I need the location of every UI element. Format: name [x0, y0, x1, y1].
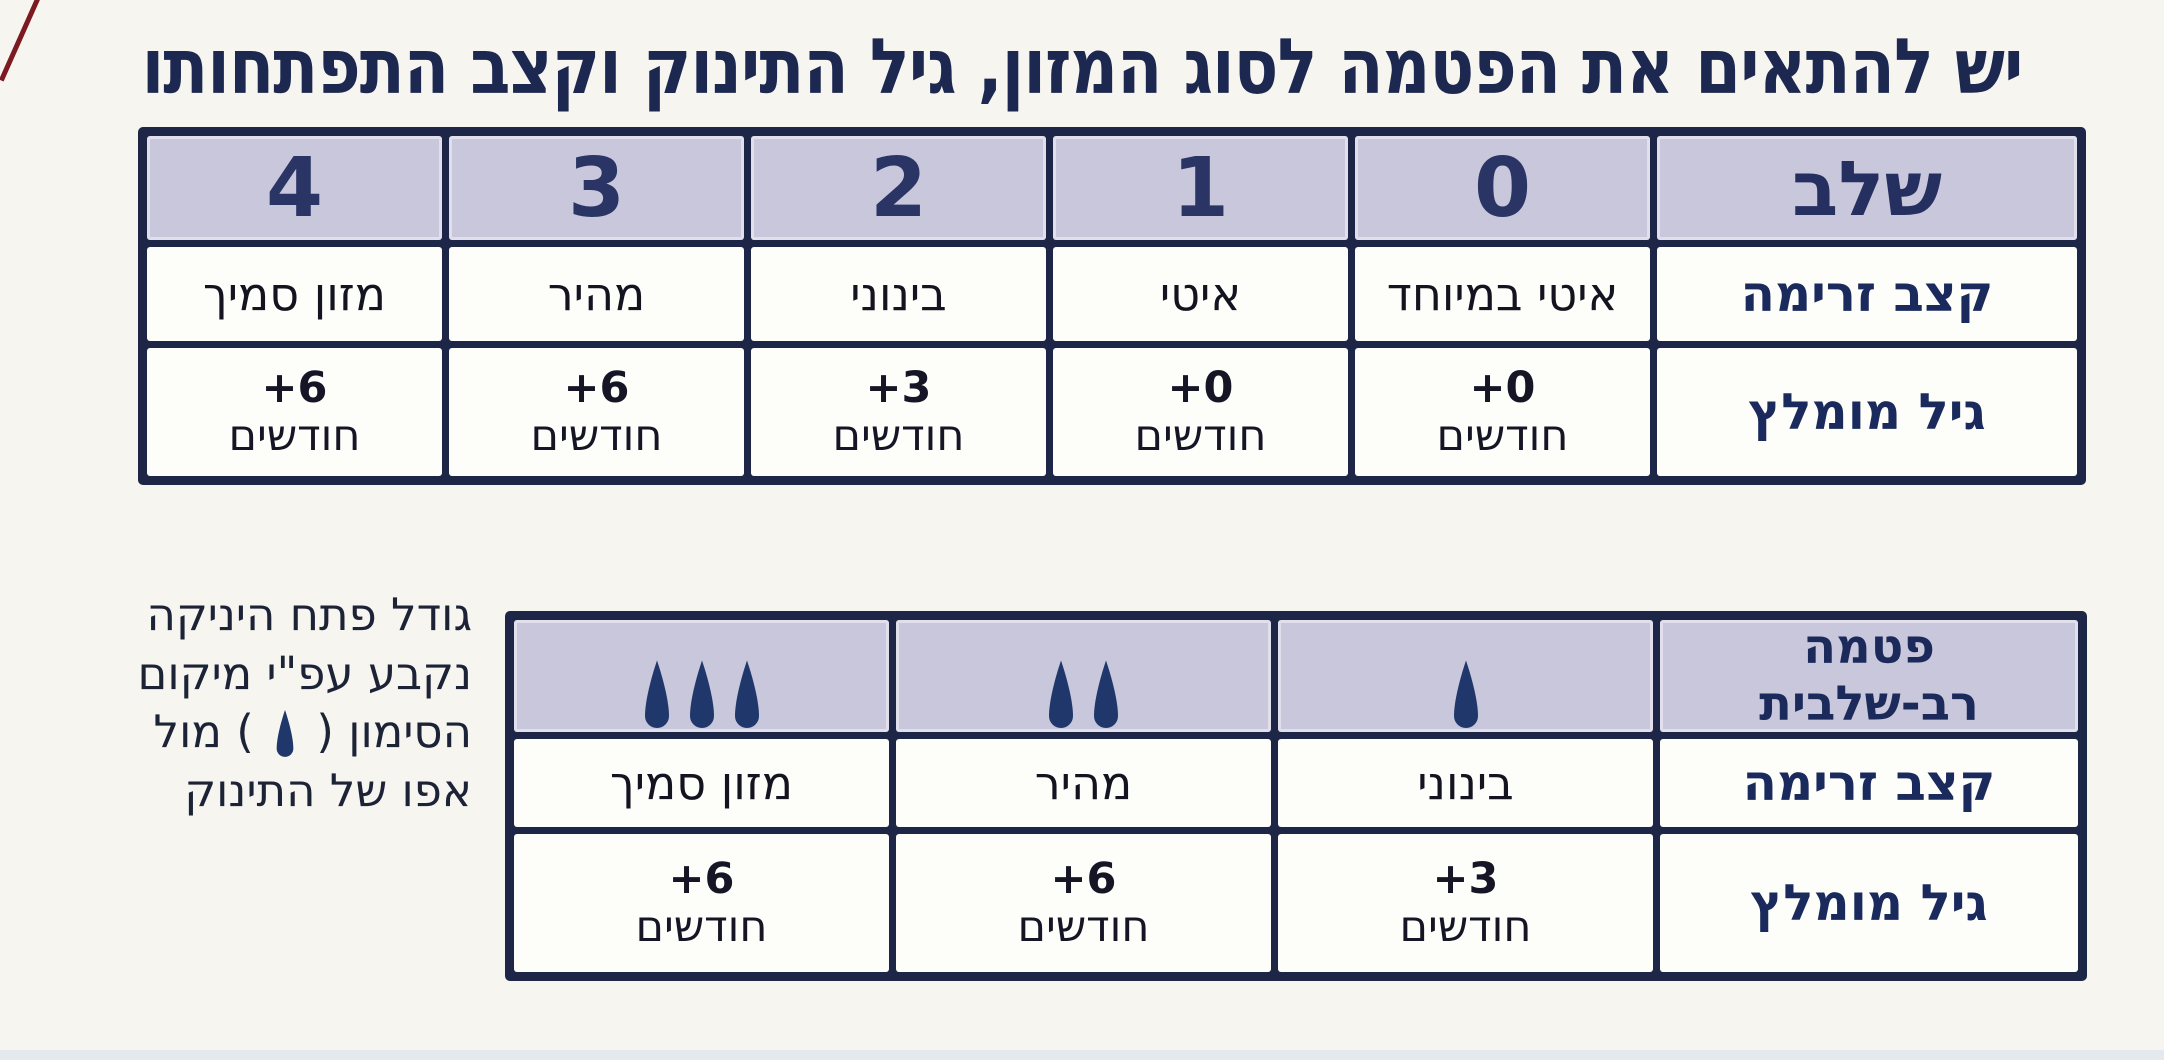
age-unit: חודשים [1017, 902, 1150, 952]
age-number: +6 [261, 362, 328, 413]
three-drops-cell [514, 620, 889, 732]
age-number: +6 [563, 362, 630, 413]
age-unit: חודשים [832, 411, 965, 461]
drop-icon [1049, 660, 1073, 728]
drop-icon [276, 710, 294, 757]
stage-4-header: 4 [147, 136, 442, 240]
side-note: גודל פתח היניקה נקבע עפ"י מיקום הסימון (… [6, 586, 472, 820]
flow-rate-stage-0: איטי במיוחד [1355, 247, 1650, 341]
flow-rate-three-drops: מזון סמיך [514, 739, 889, 827]
drop-icon [1453, 660, 1478, 728]
age-unit: חודשים [530, 411, 663, 461]
age-number: +3 [865, 362, 932, 413]
side-note-text: הסימון ( [302, 705, 472, 758]
multistage-table-header: פטמה רב-שלבית [1660, 620, 2078, 732]
side-note-text: ) מול [153, 705, 269, 758]
page-title: יש להתאים את הפטמה לסוג המזון, גיל התינו… [141, 22, 2024, 112]
age-three-drops: +6 חודשים [514, 834, 889, 972]
stage-0-header: 0 [1355, 136, 1650, 240]
red-accent-line [0, 0, 41, 82]
flow-rate-two-drops: מהיר [896, 739, 1271, 827]
stage-3-header: 3 [449, 136, 744, 240]
age-stage-0: +0 חודשים [1355, 348, 1650, 476]
age-stage-1: +0 חודשים [1053, 348, 1348, 476]
side-note-line: גודל פתח היניקה [146, 588, 472, 641]
age-stage-3: +6 חודשים [449, 348, 744, 476]
stage-1-header: 1 [1053, 136, 1348, 240]
multistage-header-line2: רב-שלבית [1759, 676, 1979, 732]
stage-2-header: 2 [751, 136, 1046, 240]
multistage-table: פטמה רב-שלבית קצב זרימה בינוני מהיר מזון… [505, 611, 2087, 981]
side-note-line: אפו של התינוק [184, 763, 472, 817]
age-unit: חודשים [1134, 411, 1267, 461]
one-drop-cell [1278, 620, 1653, 732]
flow-rate-stage-3: מהיר [449, 247, 744, 341]
age-number: +3 [1432, 853, 1499, 904]
two-drops-cell [896, 620, 1271, 732]
stage-table-header: שלב [1657, 136, 2077, 240]
recommended-age-label: גיל מומלץ [1657, 348, 2077, 476]
side-note-line: נקבע עפ"י מיקום [137, 646, 472, 700]
drop-icon [1094, 660, 1118, 728]
age-two-drops: +6 חודשים [896, 834, 1271, 972]
age-one-drop: +3 חודשים [1278, 834, 1653, 972]
age-unit: חודשים [1436, 411, 1569, 461]
flow-rate-stage-2: בינוני [751, 247, 1046, 341]
age-number: +0 [1167, 362, 1234, 413]
drop-icon [644, 660, 669, 728]
drop-icon [689, 660, 714, 728]
bottom-strip [0, 1050, 2164, 1060]
age-number: +6 [668, 853, 735, 904]
flow-rate-label: קצב זרימה [1660, 739, 2078, 827]
flow-rate-one-drop: בינוני [1278, 739, 1653, 827]
age-number: +0 [1469, 362, 1536, 413]
drop-icon [734, 660, 759, 728]
flow-rate-stage-1: איטי [1053, 247, 1348, 341]
multistage-header-line1: פטמה [1803, 620, 1935, 676]
age-unit: חודשים [228, 411, 361, 461]
stage-table: שלב 0 1 2 3 4 קצב זרימה איטי במיוחד איטי… [138, 127, 2086, 485]
flow-rate-label: קצב זרימה [1657, 247, 2077, 341]
age-stage-4: +6 חודשים [147, 348, 442, 476]
flow-rate-stage-4: מזון סמיך [147, 247, 442, 341]
age-unit: חודשים [1399, 902, 1532, 952]
age-unit: חודשים [635, 902, 768, 952]
recommended-age-label: גיל מומלץ [1660, 834, 2078, 972]
age-number: +6 [1050, 853, 1117, 904]
side-note-line: הסימון ( ) מול [6, 703, 473, 762]
age-stage-2: +3 חודשים [751, 348, 1046, 476]
